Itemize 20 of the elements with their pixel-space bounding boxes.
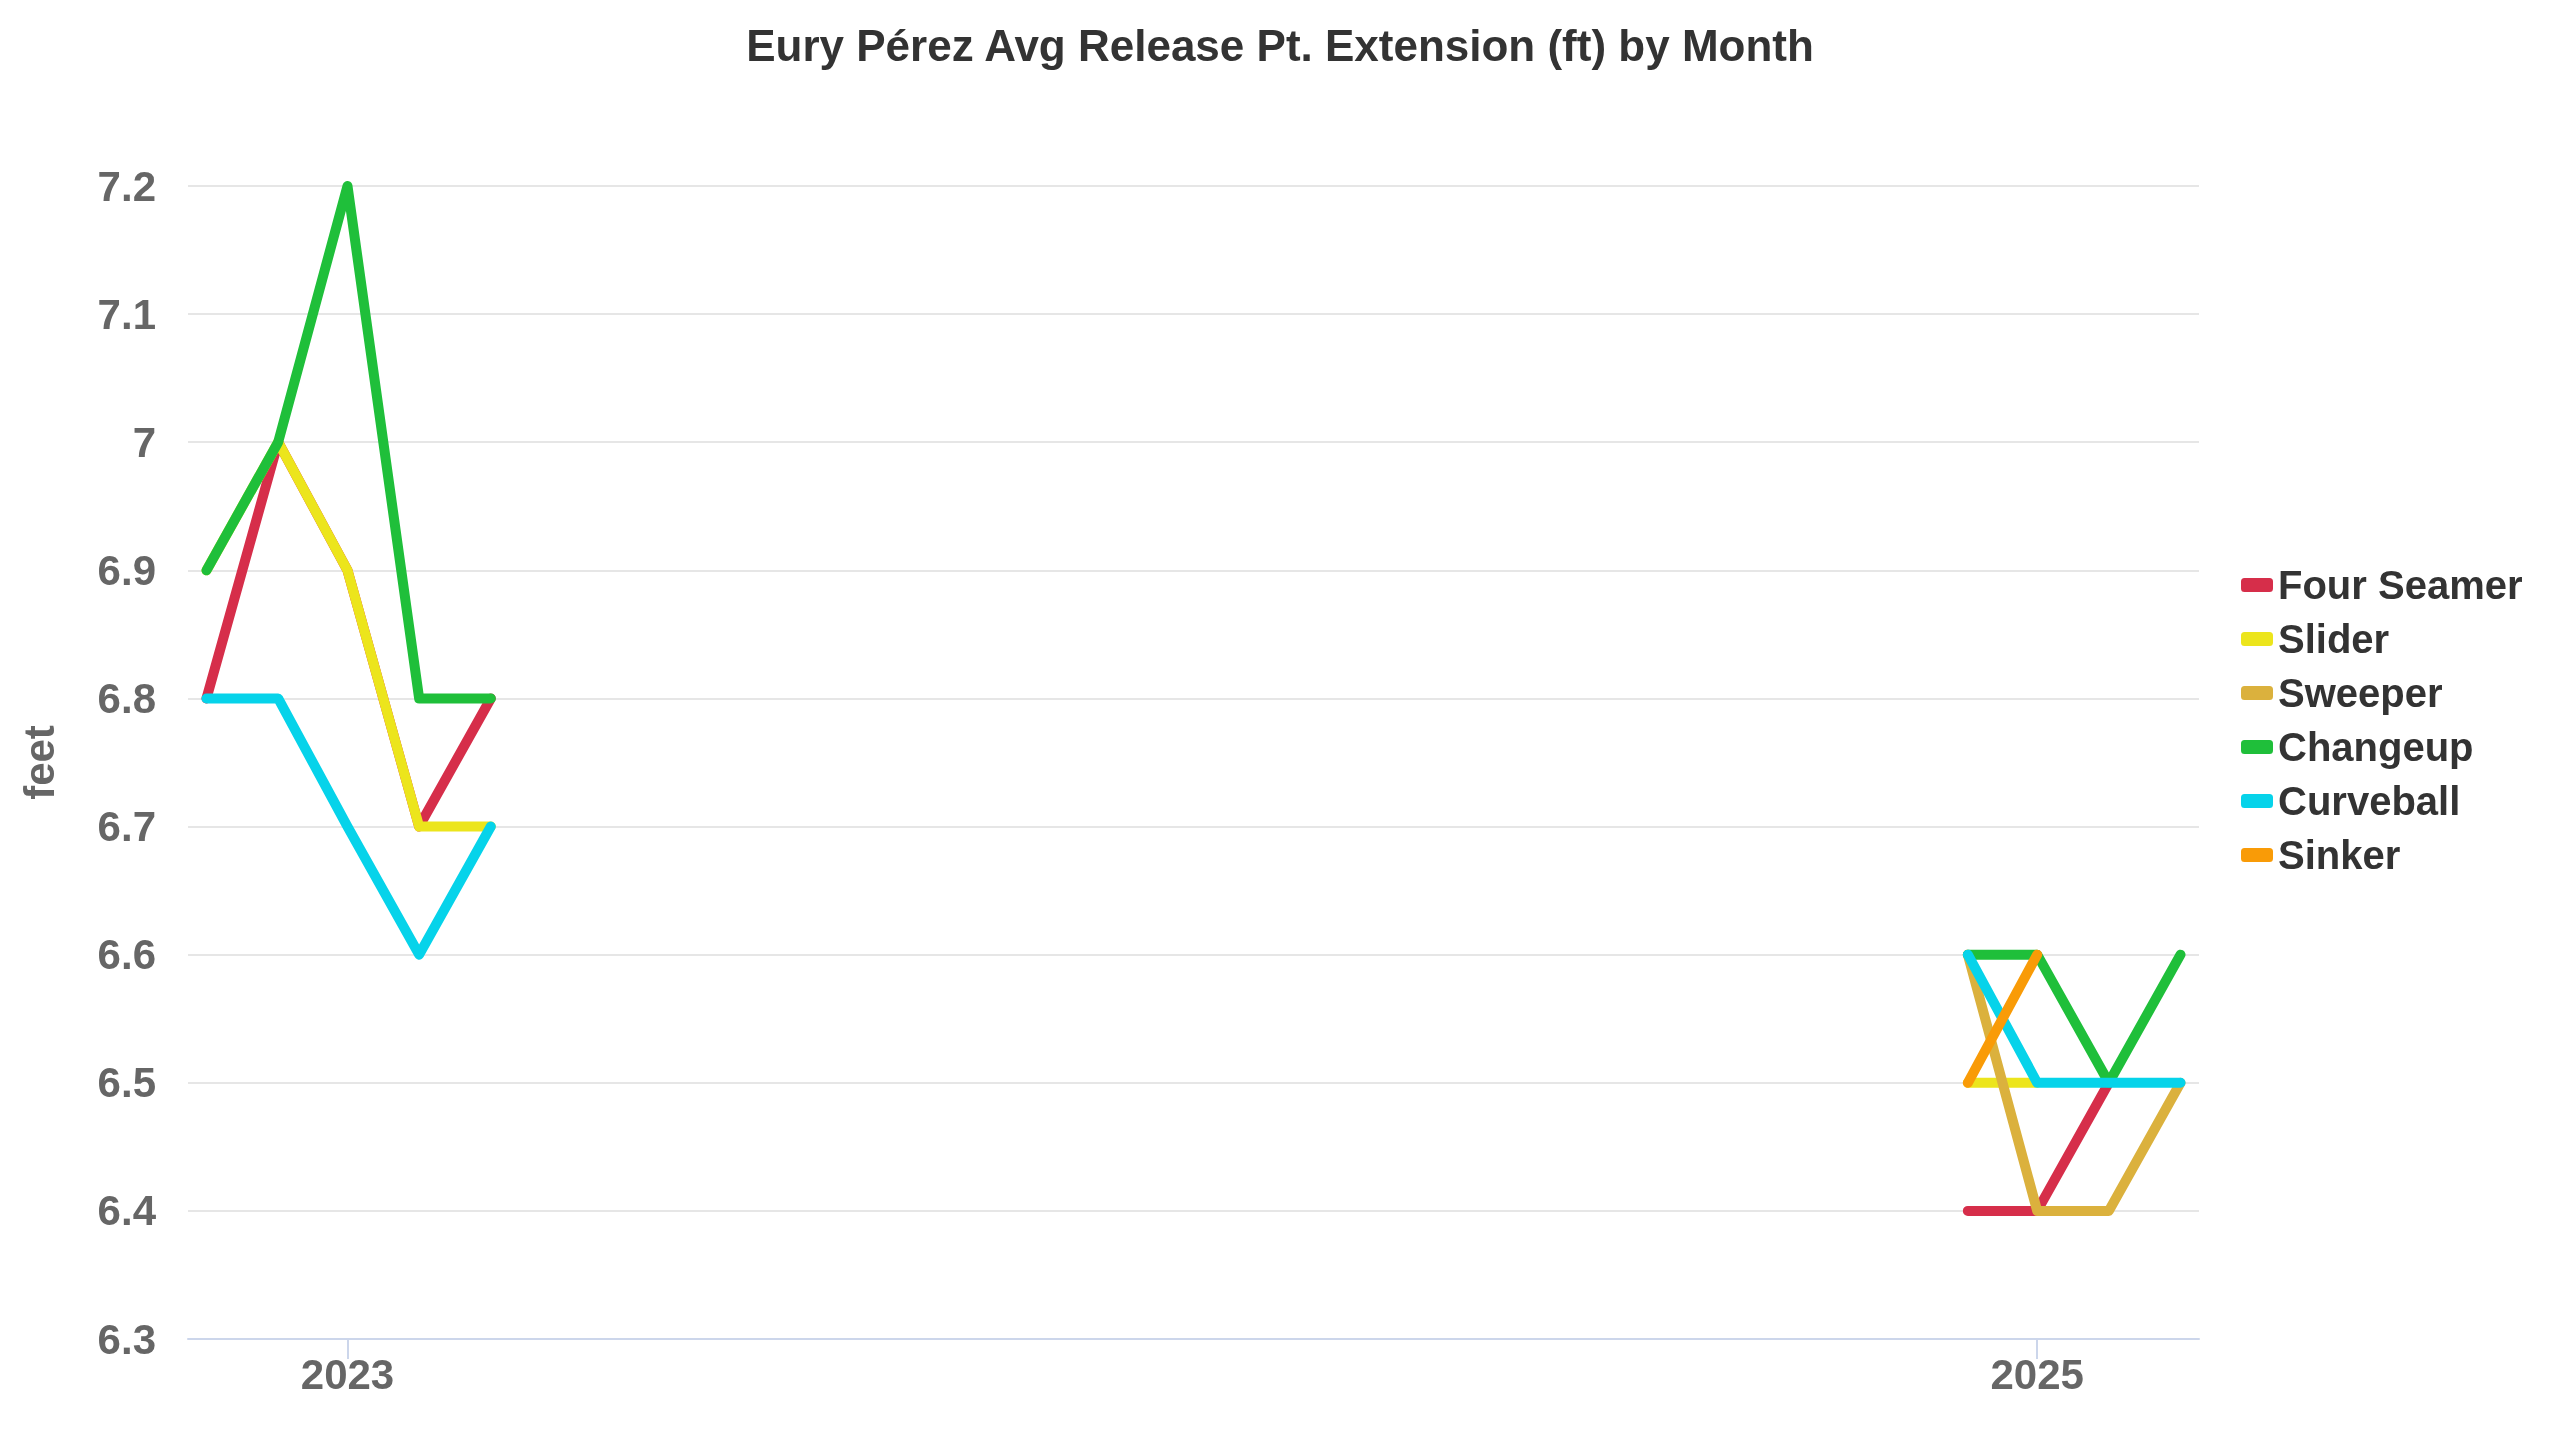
y-tick-label: 6.6 [97,931,156,979]
legend-label: Sinker [2278,833,2401,877]
x-tick-label: 2025 [1990,1350,2084,1398]
legend-label: Curveball [2278,779,2461,823]
y-tick-label: 7 [132,418,156,466]
legend-label: Slider [2278,617,2390,661]
y-tick-label: 7.2 [97,162,156,210]
x-tick-label: 2023 [300,1350,395,1398]
legend-label: Sweeper [2278,671,2443,715]
y-tick-label: 7.1 [97,290,156,338]
chart-title: Eury Pérez Avg Release Pt. Extension (ft) by Month [746,20,1814,70]
y-tick-label: 6.4 [97,1187,157,1235]
y-tick-label: 6.3 [97,1315,156,1363]
legend-label: Changeup [2278,725,2474,769]
y-tick-label: 6.8 [97,674,156,722]
y-axis-title: feet [15,725,63,800]
legend-label: Four Seamer [2278,563,2523,607]
y-tick-label: 6.7 [97,803,156,851]
y-tick-label: 6.9 [97,546,156,594]
y-tick-label: 6.5 [97,1059,156,1107]
